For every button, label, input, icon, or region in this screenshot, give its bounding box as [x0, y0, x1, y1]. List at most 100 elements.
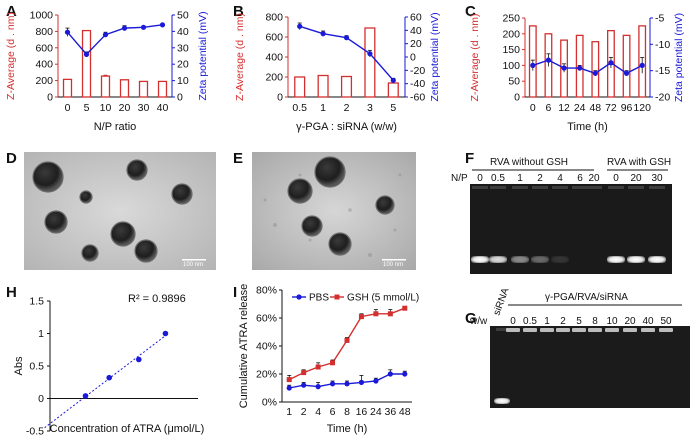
data-point: [330, 360, 336, 366]
y-tick-label: 60%: [256, 313, 277, 325]
zeta-line: [299, 25, 394, 81]
tem-image-e: 100 nm: [252, 152, 416, 270]
data-point: [301, 370, 307, 376]
x-tick-label: 1: [286, 406, 292, 418]
chart-a: 0 200 400 600 800 1000 0 10 20 30 40 50 0 5 10 20 30 40 Z-…: [5, 10, 209, 134]
x-tick-label: 8: [344, 406, 350, 418]
gel-f-group-with-gsh: RVA with GSH: [607, 157, 671, 168]
nanoparticle: [126, 159, 148, 181]
y-tick-label-right: 20: [177, 59, 189, 71]
zeta-point: [320, 31, 326, 37]
bar: [138, 80, 149, 98]
gel-f-lane-label: 0: [613, 173, 619, 184]
x-tick-label: 120: [633, 102, 651, 114]
y-tick-label-right: 20: [410, 38, 422, 50]
gel-well: [572, 186, 588, 189]
legend-label: PBS: [309, 293, 329, 304]
series-line: [288, 307, 406, 381]
zeta-point: [577, 65, 583, 71]
panel-label-i: I: [233, 284, 237, 301]
x-tick-label: 96: [621, 102, 633, 114]
panel-label-e: E: [233, 150, 243, 167]
gel-band: [511, 256, 529, 263]
y-tick-label: 1: [38, 328, 44, 340]
y-axis-label: Cumulative ATRA release: [238, 284, 250, 409]
nanoparticle: [375, 195, 395, 215]
x-tick-label: 16: [356, 406, 368, 418]
gel-g-lane-label: 0: [510, 316, 516, 327]
bar: [387, 82, 399, 98]
zeta-point: [608, 60, 614, 66]
gel-well-band: [659, 328, 673, 332]
y-tick-label-left: 600: [265, 32, 283, 44]
bar: [294, 76, 306, 98]
legend-marker: [296, 294, 302, 300]
zeta-point: [530, 62, 536, 68]
zeta-point: [561, 65, 567, 71]
y-tick-label-left: 100: [502, 60, 520, 72]
data-point: [358, 379, 365, 385]
gel-f-lane-label: 6: [577, 173, 583, 184]
y-tick-label-left: 800: [265, 12, 283, 24]
data-point: [387, 371, 393, 377]
y-tick-label: 0: [38, 393, 44, 405]
gel-well: [496, 328, 509, 331]
gel-g: γ-PGA/RVA/siRNA w/w siRNA 0 0.5 1 2 5 8 10 20 40…: [469, 286, 690, 408]
gel-band: [551, 256, 569, 263]
gel-f-lane-label: 2: [537, 173, 543, 184]
gel-g-lane-label: 1: [544, 316, 550, 327]
gel-g-sirna-label: siRNA: [491, 286, 511, 317]
bar: [119, 79, 130, 98]
x-tick-label: 0: [530, 102, 536, 114]
x-tick-label: 24: [370, 406, 382, 418]
legend-marker: [334, 294, 340, 300]
panel-label-b: B: [233, 3, 244, 20]
gel-well-band: [572, 328, 586, 332]
zeta-point: [121, 25, 128, 31]
gel-f-group-without-gsh: RVA without GSH: [490, 157, 568, 168]
gel-well: [649, 186, 665, 189]
x-tick-label: 5: [84, 102, 90, 114]
gel-band: [471, 256, 489, 263]
nanoparticle: [287, 178, 313, 204]
bar: [364, 27, 376, 98]
data-point: [402, 305, 408, 311]
bar: [317, 74, 329, 98]
gel-g-lane-label: 40: [642, 316, 654, 327]
zeta-point: [623, 70, 630, 76]
y-tick-label-right: 50: [177, 10, 189, 22]
gel-g-lane-label: 10: [606, 316, 618, 327]
gel-well-band: [641, 328, 655, 332]
data-point: [162, 330, 169, 337]
nanoparticle: [81, 244, 99, 262]
scale-bar-label: 100 nm: [383, 262, 403, 268]
x-axis-label: Concentration of ATRA (μmol/L): [50, 423, 205, 435]
x-tick-label: 4: [315, 406, 321, 418]
panel-label-a: A: [6, 3, 17, 20]
x-tick-label: 6: [546, 102, 552, 114]
panel-label-d: D: [6, 150, 17, 167]
x-tick-label: 0.5: [292, 102, 307, 114]
y-tick-label-right: 0: [177, 92, 183, 104]
y-axis-label-left: Z-Average (d . nm): [5, 12, 17, 100]
y-tick-label-left: 250: [502, 13, 520, 25]
zeta-line: [66, 24, 163, 56]
panel-label-h: H: [6, 284, 17, 301]
y-tick-label-left: 1000: [30, 10, 54, 22]
data-point: [301, 382, 307, 388]
y-tick-label-right: -20: [655, 92, 670, 104]
gel-g-lane-label: 8: [592, 316, 598, 327]
y-tick-label: 80%: [256, 285, 277, 297]
zeta-point: [83, 51, 90, 57]
y-tick-label-left: 50: [508, 76, 520, 88]
y-axis-label-right: Zeta potential (mV): [673, 13, 685, 102]
x-tick-label: 40: [157, 102, 169, 114]
y-axis-label-right: Zeta potential (mV): [197, 11, 209, 100]
gel-g-lane-label: 0.5: [523, 316, 537, 327]
gel-well-band: [540, 328, 554, 332]
gel-well: [532, 186, 548, 189]
y-tick-label-left: 150: [502, 44, 520, 56]
data-point: [373, 378, 379, 384]
scale-bar: [382, 259, 406, 261]
nanoparticle: [301, 215, 323, 237]
